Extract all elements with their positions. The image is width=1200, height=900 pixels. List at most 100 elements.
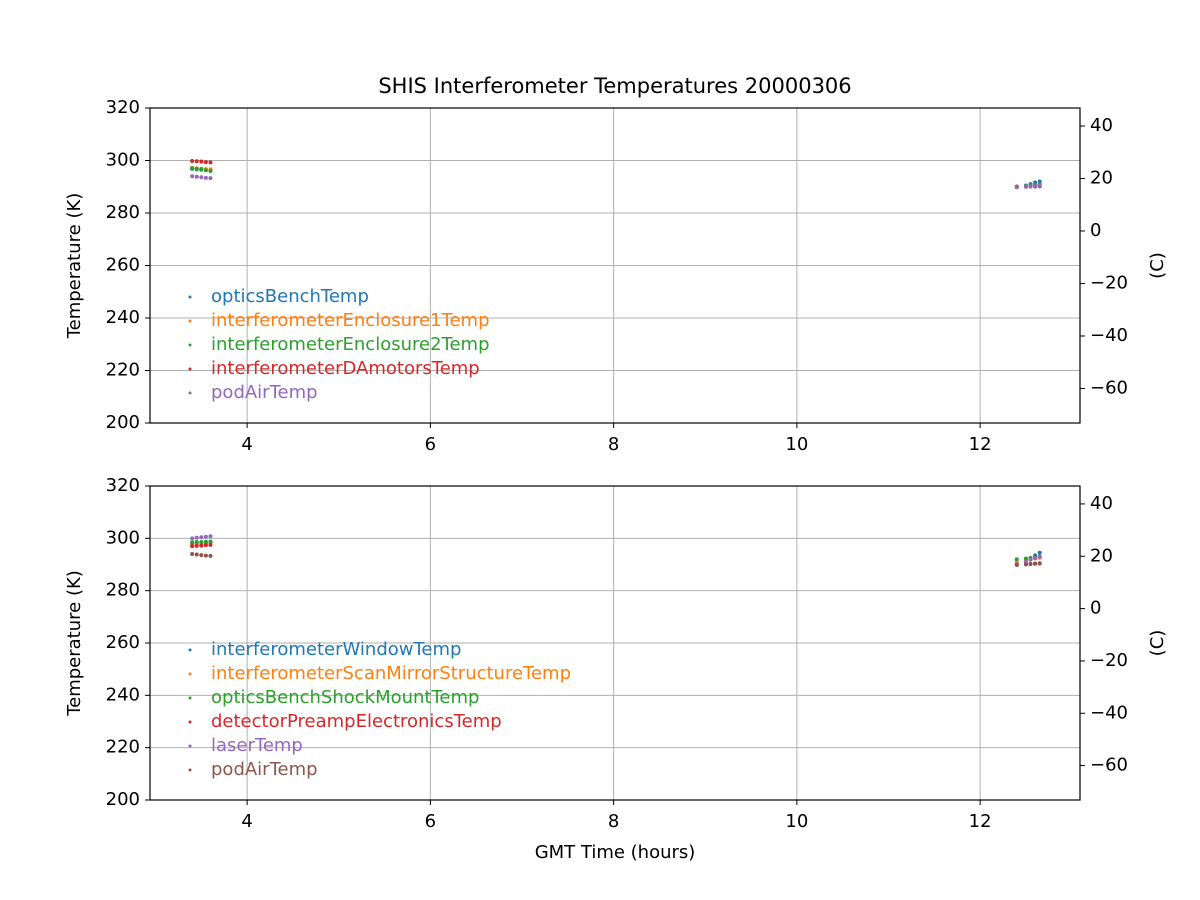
x-tick-label: 8: [608, 811, 619, 832]
data-point: [190, 159, 195, 164]
data-point: [1023, 184, 1028, 189]
data-point: [194, 535, 199, 540]
x-tick-label: 12: [969, 434, 992, 455]
legend-label: interferometerEnclosure1Temp: [211, 310, 490, 331]
legend-marker: [188, 720, 192, 724]
data-point: [190, 552, 195, 557]
data-point: [194, 159, 199, 164]
x-tick-label: 10: [785, 434, 808, 455]
y-tick-label: 240: [106, 684, 140, 705]
data-point: [208, 534, 213, 539]
legend-label: podAirTemp: [211, 382, 318, 403]
legend-marker: [188, 391, 192, 395]
data-point: [199, 175, 204, 180]
data-point: [194, 166, 199, 171]
data-point: [203, 168, 208, 173]
y-tick-label: 260: [106, 632, 140, 653]
y-tick-label: 220: [106, 737, 140, 758]
data-point: [1028, 561, 1033, 566]
y2-tick-label: −60: [1090, 755, 1128, 776]
y-tick-label: 300: [106, 150, 140, 171]
y2-tick-label: 40: [1090, 115, 1113, 136]
y-tick-label: 280: [106, 202, 140, 223]
data-point: [199, 535, 204, 540]
x-tick-label: 8: [608, 434, 619, 455]
y2-tick-label: 40: [1090, 493, 1113, 514]
legend-marker: [188, 367, 192, 371]
y2-axis-label: (C): [1147, 252, 1168, 279]
y-axis-label: Temperature (K): [64, 570, 85, 717]
y2-axis-label: (C): [1147, 630, 1168, 657]
x-axis-label: GMT Time (hours): [535, 842, 696, 863]
y-tick-label: 200: [106, 789, 140, 810]
data-point: [199, 539, 204, 544]
data-point: [1037, 561, 1042, 566]
data-point: [190, 544, 195, 549]
legend-marker: [188, 744, 192, 748]
legend-label: detectorPreampElectronicsTemp: [211, 711, 502, 732]
x-tick-label: 12: [969, 811, 992, 832]
y2-tick-label: −20: [1090, 272, 1128, 293]
data-point: [208, 176, 213, 181]
data-point: [203, 160, 208, 165]
data-point: [1037, 183, 1042, 188]
chart-title: SHIS Interferometer Temperatures 2000030…: [378, 74, 851, 98]
legend-marker: [188, 295, 192, 299]
legend-label: interferometerScanMirrorStructureTemp: [211, 663, 571, 684]
y2-tick-label: 20: [1090, 545, 1113, 566]
legend-label: interferometerWindowTemp: [211, 639, 461, 660]
data-point: [199, 553, 204, 558]
data-point: [1014, 563, 1019, 568]
data-point: [208, 542, 213, 547]
y-tick-label: 300: [106, 527, 140, 548]
data-point: [1014, 185, 1019, 190]
y2-tick-label: 0: [1090, 220, 1101, 241]
data-point: [208, 553, 213, 558]
y2-tick-label: −20: [1090, 650, 1128, 671]
data-point: [1023, 562, 1028, 567]
y-tick-label: 260: [106, 255, 140, 276]
data-point: [1037, 554, 1042, 559]
legend-label: interferometerEnclosure2Temp: [211, 334, 490, 355]
legend-label: interferometerDAmotorsTemp: [211, 358, 480, 379]
data-point: [194, 174, 199, 179]
legend-marker: [188, 768, 192, 772]
data-point: [203, 534, 208, 539]
legend-marker: [188, 319, 192, 323]
y2-tick-label: 0: [1090, 598, 1101, 619]
legend-label: opticsBenchShockMountTemp: [211, 687, 479, 708]
data-point: [1033, 561, 1038, 566]
data-point: [1037, 550, 1042, 555]
data-point: [1033, 555, 1038, 560]
y-tick-label: 240: [106, 307, 140, 328]
legend-label: podAirTemp: [211, 759, 318, 780]
y-tick-label: 280: [106, 580, 140, 601]
data-point: [194, 552, 199, 557]
data-point: [1033, 183, 1038, 188]
data-point: [1028, 557, 1033, 562]
data-point: [1028, 184, 1033, 189]
data-point: [190, 536, 195, 541]
data-point: [194, 543, 199, 548]
data-point: [199, 167, 204, 172]
data-point: [203, 175, 208, 180]
data-point: [190, 174, 195, 179]
data-point: [199, 159, 204, 164]
data-point: [194, 539, 199, 544]
y-axis-label: Temperature (K): [64, 193, 85, 340]
x-tick-label: 6: [425, 811, 436, 832]
data-point: [190, 540, 195, 545]
y2-tick-label: −40: [1090, 702, 1128, 723]
data-point: [208, 160, 213, 165]
x-tick-label: 4: [241, 811, 252, 832]
data-point: [203, 543, 208, 548]
data-point: [203, 553, 208, 558]
y2-tick-label: 20: [1090, 167, 1113, 188]
data-point: [190, 166, 195, 171]
x-tick-label: 10: [785, 811, 808, 832]
y2-tick-label: −40: [1090, 325, 1128, 346]
y-tick-label: 320: [106, 475, 140, 496]
y-tick-label: 220: [106, 360, 140, 381]
data-point: [208, 539, 213, 544]
